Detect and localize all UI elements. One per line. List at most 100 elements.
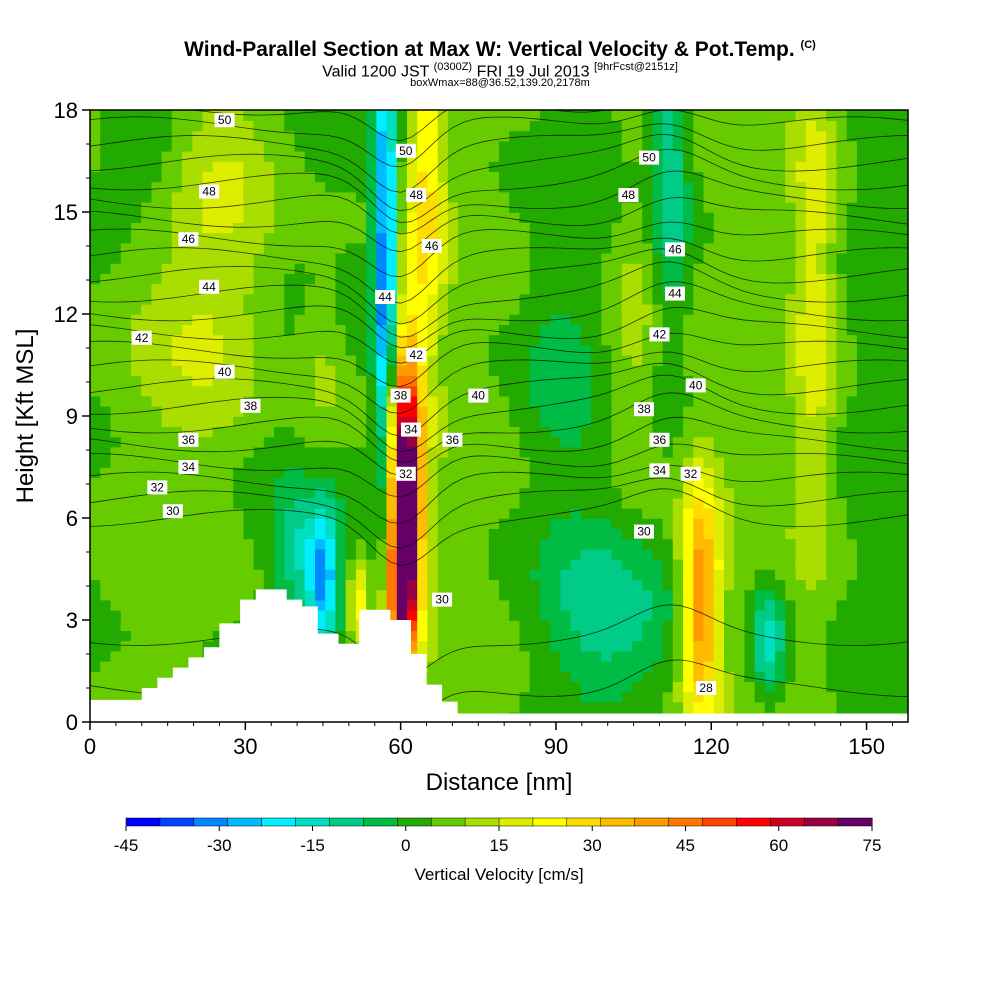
field-cell — [672, 589, 684, 601]
field-cell — [754, 344, 766, 356]
field-cell — [212, 446, 224, 458]
field-cell — [734, 232, 746, 244]
field-cell — [325, 426, 337, 438]
field-cell — [836, 150, 848, 162]
field-cell — [468, 375, 480, 387]
field-cell — [427, 456, 439, 468]
field-cell — [734, 324, 746, 336]
field-cell — [683, 191, 695, 203]
field-cell — [222, 579, 234, 591]
field-cell — [887, 161, 899, 172]
field-cell — [631, 150, 643, 162]
field-cell — [724, 181, 735, 193]
field-cell — [631, 436, 643, 448]
field-cell — [897, 171, 908, 183]
field-cell — [877, 681, 889, 693]
field-cell — [468, 681, 480, 693]
field-cell — [754, 161, 766, 172]
field-cell — [887, 334, 899, 346]
field-cell — [345, 130, 357, 142]
theta-contour-line — [90, 197, 908, 253]
field-cell — [294, 161, 306, 172]
field-cell — [529, 497, 541, 509]
field-cell — [110, 232, 122, 244]
field-cell — [744, 161, 756, 172]
field-cell — [560, 609, 572, 621]
field-cell — [703, 426, 715, 438]
field-cell — [642, 589, 654, 601]
field-cell — [468, 365, 480, 376]
field-cell — [560, 324, 572, 336]
field-cell — [427, 660, 439, 672]
field-cell — [151, 171, 163, 183]
field-cell — [447, 293, 459, 305]
field-cell — [447, 671, 459, 682]
field-cell — [192, 426, 204, 438]
field-cell — [427, 130, 439, 142]
field-cell — [846, 293, 858, 305]
field-cell — [867, 252, 879, 264]
field-cell — [580, 487, 592, 499]
field-cell — [386, 416, 398, 427]
field-cell — [233, 507, 245, 519]
field-cell — [887, 691, 899, 703]
field-cell — [396, 324, 408, 336]
field-cell — [519, 416, 531, 427]
field-cell — [897, 222, 908, 234]
field-cell — [458, 416, 470, 427]
field-cell — [90, 436, 101, 448]
field-cell — [744, 171, 756, 183]
field-cell — [468, 671, 480, 682]
field-cell — [826, 303, 838, 315]
field-cell — [570, 518, 582, 529]
field-cell — [90, 375, 101, 387]
field-cell — [826, 130, 838, 142]
field-cell — [335, 558, 347, 570]
field-cell — [120, 395, 132, 407]
field-cell — [734, 263, 746, 274]
field-cell — [182, 630, 193, 642]
field-cell — [734, 497, 746, 509]
field-cell — [499, 671, 510, 682]
field-cell — [775, 324, 787, 336]
field-cell — [826, 354, 838, 366]
field-cell — [417, 630, 429, 642]
field-cell — [693, 589, 705, 601]
field-cell — [734, 477, 746, 489]
field-cell — [887, 140, 899, 152]
field-cell — [744, 660, 756, 672]
field-cell — [519, 232, 531, 244]
field-cell — [253, 456, 265, 468]
field-cell — [775, 252, 787, 264]
field-cell — [785, 303, 797, 315]
field-cell — [795, 242, 807, 254]
theta-label: 36 — [442, 432, 463, 447]
field-cell — [171, 528, 183, 540]
field-cell — [325, 252, 337, 264]
field-cell — [458, 456, 470, 468]
field-cell — [345, 324, 357, 336]
field-cell — [202, 252, 214, 264]
field-cell — [570, 477, 582, 489]
field-cell — [386, 426, 398, 438]
field-cell — [182, 161, 193, 172]
field-cell — [846, 446, 858, 458]
field-cell — [396, 222, 408, 234]
field-cell — [407, 324, 418, 336]
field-cell — [846, 528, 858, 540]
theta-contour-line — [90, 133, 908, 212]
field-cell — [182, 518, 193, 529]
field-cell — [775, 161, 787, 172]
field-cell — [683, 701, 695, 713]
field-cell — [90, 405, 101, 417]
field-cell — [253, 579, 265, 591]
field-cell — [826, 365, 838, 376]
field-cell — [550, 671, 562, 682]
field-cell — [816, 395, 827, 407]
field-cell — [120, 161, 132, 172]
field-cell — [662, 620, 674, 631]
field-cell — [816, 477, 827, 489]
theta-contour-line — [90, 464, 908, 524]
field-cell — [243, 456, 255, 468]
field-cell — [621, 130, 633, 142]
